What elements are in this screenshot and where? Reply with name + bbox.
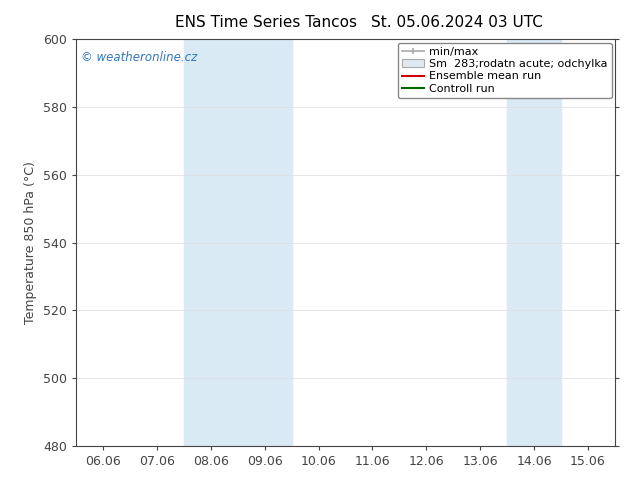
Legend: min/max, Sm  283;rodatn acute; odchylka, Ensemble mean run, Controll run: min/max, Sm 283;rodatn acute; odchylka, … — [398, 43, 612, 98]
Text: St. 05.06.2024 03 UTC: St. 05.06.2024 03 UTC — [370, 15, 543, 30]
Text: © weatheronline.cz: © weatheronline.cz — [81, 51, 198, 64]
Bar — [507, 39, 561, 446]
Y-axis label: Temperature 850 hPa (°C): Temperature 850 hPa (°C) — [25, 161, 37, 324]
Text: ENS Time Series Tancos: ENS Time Series Tancos — [175, 15, 358, 30]
Bar — [184, 39, 292, 446]
